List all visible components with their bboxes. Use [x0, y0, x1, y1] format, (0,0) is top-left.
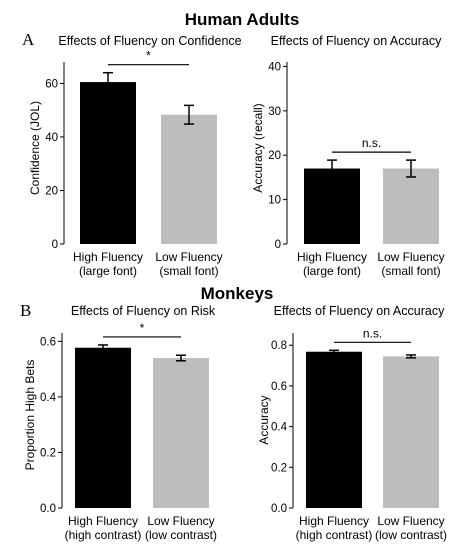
category-sublabel: (high contrast): [296, 528, 373, 542]
y-tick-label: 0.6: [271, 381, 287, 393]
y-tick-label: 20: [268, 150, 281, 162]
y-tick-label: 0.4: [271, 422, 288, 434]
y-tick-label: 40: [45, 132, 58, 144]
section-a-title: Human Adults: [185, 10, 300, 29]
category-sublabel: (small font): [381, 264, 440, 278]
chart-panels: Effects of Fluency on Confidence Confiden…: [23, 34, 447, 542]
category-label: High Fluency: [73, 250, 143, 264]
bar-2: [383, 168, 439, 244]
section-b-letter: B: [20, 301, 31, 320]
y-tick-label: 0.0: [40, 503, 56, 515]
category-label: Low Fluency: [147, 514, 214, 528]
chart-title: Effects of Fluency on Accuracy: [271, 34, 442, 48]
chart-title: Effects of Fluency on Confidence: [58, 34, 241, 48]
category-label: High Fluency: [68, 514, 138, 528]
y-tick-label: 0: [52, 239, 58, 251]
y-tick-label: 0: [275, 239, 281, 251]
category-label: High Fluency: [297, 250, 367, 264]
chart-panel-1: Effects of Fluency on Confidence Confiden…: [28, 34, 242, 278]
y-tick-label: 0.2: [271, 462, 287, 474]
y-tick-label: 10: [268, 195, 281, 207]
bar-1: [75, 347, 131, 508]
category-label: High Fluency: [299, 514, 369, 528]
y-tick-label: 60: [45, 78, 58, 90]
bar-2: [383, 356, 439, 508]
y-axis-label: Confidence (JOL): [28, 101, 42, 195]
bar-2: [161, 114, 217, 244]
category-sublabel: (large font): [303, 264, 361, 278]
category-sublabel: (high contrast): [65, 528, 142, 542]
y-tick-label: 30: [268, 106, 281, 118]
significance-label: *: [140, 321, 145, 335]
y-tick-label: 20: [45, 185, 58, 197]
y-tick-label: 0.6: [40, 336, 56, 348]
chart-title: Effects of Fluency on Accuracy: [274, 304, 445, 318]
y-tick-label: 0.0: [271, 503, 287, 515]
bar-1: [304, 168, 360, 244]
y-tick-label: 0.4: [40, 392, 57, 404]
y-axis-label: Proportion High Bets: [23, 360, 37, 471]
section-a-letter: A: [22, 30, 35, 49]
significance-label: *: [146, 49, 151, 63]
category-sublabel: (low contrast): [375, 528, 447, 542]
y-tick-label: 0.2: [40, 447, 56, 459]
significance-label: n.s.: [362, 136, 381, 150]
category-label: Low Fluency: [377, 514, 444, 528]
y-tick-label: 0.8: [271, 340, 287, 352]
bar-2: [153, 358, 209, 508]
chart-title: Effects of Fluency on Risk: [71, 304, 216, 318]
category-sublabel: (low contrast): [145, 528, 217, 542]
significance-label: n.s.: [363, 326, 382, 340]
chart-panel-3: Effects of Fluency on Risk Proportion Hig…: [23, 304, 217, 542]
y-tick-label: 40: [268, 61, 281, 73]
chart-panel-2: Effects of Fluency on Accuracy Accuracy (…: [251, 34, 445, 278]
y-axis-label: Accuracy: [257, 395, 271, 444]
bar-1: [306, 351, 362, 508]
bar-1: [80, 82, 136, 244]
category-sublabel: (large font): [79, 264, 137, 278]
y-axis-label: Accuracy (recall): [251, 103, 265, 192]
category-sublabel: (small font): [159, 264, 218, 278]
category-label: Low Fluency: [155, 250, 222, 264]
category-label: Low Fluency: [377, 250, 444, 264]
section-b-title: Monkeys: [201, 284, 274, 303]
chart-panel-4: Effects of Fluency on AccuracyAccuracy0.…: [257, 304, 447, 542]
